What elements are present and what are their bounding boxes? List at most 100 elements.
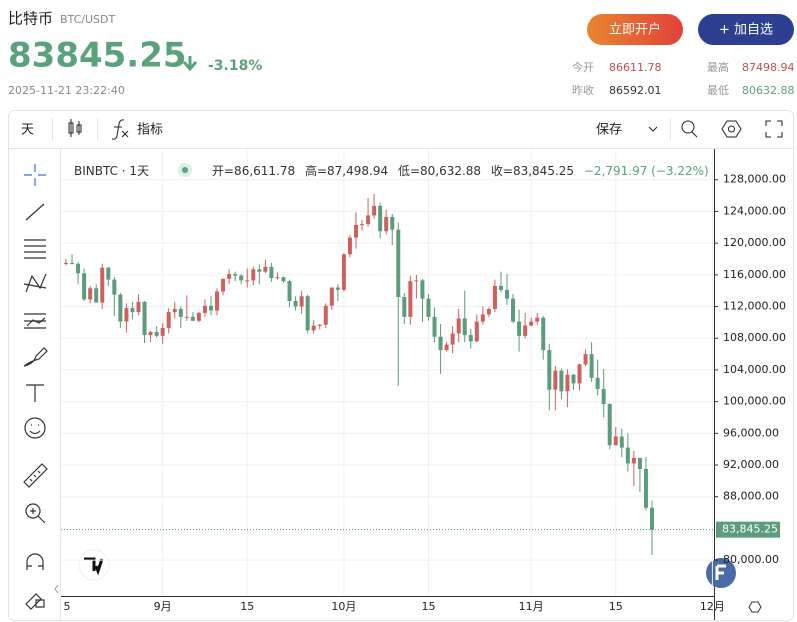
crosshair-tool[interactable] <box>24 164 46 186</box>
watchlist-label[interactable]: + 加自选 <box>719 23 773 38</box>
y-tick-label: 100,000.00 <box>723 395 786 408</box>
candle-body <box>559 370 564 392</box>
candle-body <box>529 321 534 326</box>
collapse-handle[interactable] <box>54 584 59 594</box>
candle-body <box>347 237 352 255</box>
candle-body <box>535 317 540 322</box>
candle-body <box>227 274 232 279</box>
axis-settings[interactable] <box>748 601 762 613</box>
candle-body <box>64 262 68 264</box>
watchlist-button[interactable] <box>698 14 794 45</box>
fullscreen-icon[interactable] <box>765 120 783 138</box>
candle-body <box>251 269 256 281</box>
magnet-tool[interactable] <box>26 553 44 570</box>
y-tick-label: 128,000.00 <box>723 173 786 186</box>
candle-body <box>541 317 546 351</box>
zoom-icon <box>30 508 46 524</box>
candle-body <box>444 344 449 351</box>
candle-body <box>329 287 334 306</box>
candle-body <box>305 296 310 331</box>
trendline-tool[interactable] <box>25 203 45 221</box>
indicator-icon[interactable] <box>111 119 129 140</box>
tradingview-mark <box>84 557 104 576</box>
candle-body <box>323 305 328 325</box>
zoom-tool[interactable] <box>25 503 41 519</box>
indicator-button[interactable]: 指标 <box>137 123 163 138</box>
candle-body <box>341 254 346 290</box>
interval-button[interactable]: 天 <box>21 123 34 138</box>
candle-body <box>474 321 479 342</box>
candle-body <box>408 281 413 317</box>
save-dropdown[interactable] <box>648 126 658 132</box>
stat-value: 80632.88 <box>742 84 795 97</box>
text-tool[interactable] <box>26 384 44 402</box>
candle-body <box>631 457 636 464</box>
candle-body <box>335 287 340 290</box>
y-tick-label: 92,000.00 <box>723 458 779 471</box>
open-account-button[interactable] <box>587 14 683 45</box>
candle-body <box>402 297 407 317</box>
candle-body <box>317 324 322 326</box>
candle-body <box>124 308 129 322</box>
candle-body <box>468 335 473 342</box>
stat-label: 最低 <box>707 84 729 97</box>
status-dot <box>182 167 188 173</box>
candle-body <box>154 331 159 336</box>
candle-body <box>106 267 111 280</box>
candle-body <box>517 321 522 336</box>
candle-body <box>583 354 588 365</box>
candle-body <box>643 468 648 508</box>
price: 83845.25 <box>8 36 187 76</box>
lock-tool[interactable] <box>25 593 45 610</box>
candle-type-icon[interactable] <box>68 119 82 137</box>
candle-body <box>625 447 630 464</box>
save-button[interactable]: 保存 <box>596 123 622 138</box>
candle-body <box>577 364 582 384</box>
candle-body <box>293 300 298 307</box>
candle-body <box>184 316 189 318</box>
candle-body <box>178 308 183 317</box>
stat-value: 86611.78 <box>609 61 662 74</box>
down-arrow <box>182 56 198 72</box>
fib-tool[interactable] <box>24 239 46 259</box>
candle-body <box>190 316 195 321</box>
candle-body <box>432 316 437 337</box>
y-tick-label: 120,000.00 <box>723 236 786 249</box>
candle-body <box>287 281 292 301</box>
candle-body <box>130 308 135 313</box>
y-tick-label: 104,000.00 <box>723 363 786 376</box>
stat-value: 87498.94 <box>742 61 795 74</box>
candle-body <box>523 325 528 336</box>
candle-body <box>384 216 389 232</box>
candle-body <box>505 289 510 299</box>
price-change: -3.18% <box>208 58 262 74</box>
legend-low: 低=80,632.88 <box>398 164 481 178</box>
x-tick-label: 15 <box>421 600 435 613</box>
measure-tool[interactable] <box>23 463 48 488</box>
x-tick-label: 5 <box>64 600 71 613</box>
stat-label: 今开 <box>572 60 594 74</box>
asset-name: 比特币 <box>8 10 53 28</box>
settings-icon[interactable] <box>721 120 742 138</box>
brush-tool[interactable] <box>23 347 48 367</box>
open-account-label[interactable]: 立即开户 <box>609 22 661 38</box>
candle-body <box>202 305 207 313</box>
candle-body <box>172 308 177 313</box>
emoji-tool[interactable] <box>24 417 46 439</box>
candle-body <box>511 298 516 322</box>
candle-body <box>396 229 401 298</box>
candle-body <box>462 318 467 336</box>
projection-tool[interactable] <box>24 313 46 329</box>
candle-body <box>492 285 497 309</box>
y-tick-label: 108,000.00 <box>723 331 786 344</box>
pattern-tool[interactable] <box>23 273 47 293</box>
settings-icon-center <box>728 125 735 133</box>
emoji-face <box>29 424 41 435</box>
ohlc-legend: BINBTC · 1天 开=86,611.78 高=87,498.94 低=80… <box>74 163 709 178</box>
candle-body <box>215 291 220 311</box>
candle-body <box>637 457 642 469</box>
candle-body <box>366 215 371 225</box>
candle-body <box>589 354 594 378</box>
quick-search-icon[interactable] <box>681 120 698 138</box>
